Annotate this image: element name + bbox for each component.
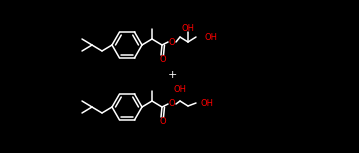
- Text: OH: OH: [182, 24, 195, 32]
- Text: +: +: [167, 70, 177, 80]
- Text: O: O: [159, 116, 166, 125]
- Text: O: O: [169, 37, 175, 47]
- Text: O: O: [159, 54, 166, 63]
- Text: OH: OH: [200, 99, 213, 108]
- Text: OH: OH: [204, 32, 217, 41]
- Text: O: O: [169, 99, 175, 108]
- Text: OH: OH: [173, 84, 186, 93]
